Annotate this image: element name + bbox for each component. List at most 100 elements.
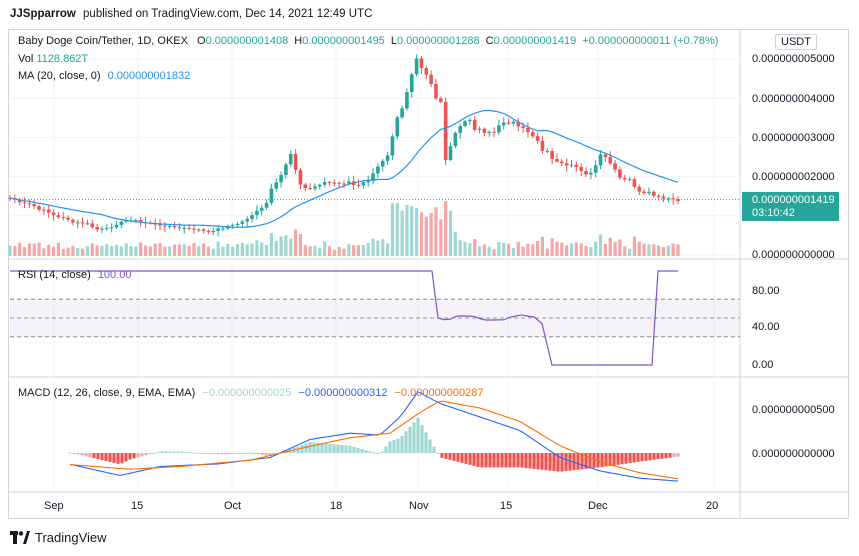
macd-histogram-bar: [264, 453, 268, 456]
macd-histogram-bar: [472, 453, 476, 466]
volume-bar: [666, 245, 670, 256]
candle-body: [303, 184, 308, 189]
volume-bar: [613, 242, 617, 256]
ma-legend[interactable]: MA (20, close, 0) 0.000000001832: [18, 70, 190, 82]
candle-body: [487, 131, 492, 133]
macd-legend[interactable]: MACD (12, 26, close, 9, EMA, EMA) −0.000…: [18, 387, 484, 399]
macd-histogram-bar: [172, 451, 176, 453]
volume-bar: [22, 246, 27, 256]
volume-bar: [240, 242, 244, 256]
volume-label: Vol: [18, 53, 34, 65]
macd-histogram-bar: [116, 453, 120, 464]
macd-histogram-bar: [256, 453, 260, 455]
candle-body: [61, 217, 66, 219]
macd-histogram-bar: [204, 453, 208, 454]
currency-badge[interactable]: USDT: [775, 34, 817, 50]
candle-body: [71, 219, 75, 223]
volume-bar: [419, 212, 424, 256]
rsi-legend[interactable]: RSI (14, close) 100.00: [18, 269, 131, 281]
volume-bar: [381, 239, 385, 256]
macd-histogram-bar: [668, 453, 672, 458]
candle-body: [593, 165, 598, 173]
macd-histogram-bar: [404, 431, 408, 453]
candle-body: [468, 119, 472, 122]
volume-bar: [269, 233, 273, 256]
macd-histogram-bar: [476, 453, 480, 467]
volume-value: 1128.862T: [36, 53, 89, 65]
macd-histogram-bar: [628, 453, 632, 464]
candle-body: [569, 164, 574, 166]
volume-bar: [332, 249, 336, 256]
volume-bar: [376, 240, 380, 256]
ma-label: MA (20, close, 0): [18, 70, 101, 82]
candle-body: [37, 206, 41, 210]
macd-histogram-bar: [616, 453, 620, 465]
volume-bar: [347, 243, 351, 256]
macd-histogram-bar: [324, 443, 328, 453]
tradingview-logo-icon: [10, 531, 30, 544]
volume-bar: [502, 242, 506, 256]
candle-body: [337, 182, 341, 184]
candle-body: [201, 229, 206, 231]
time-tick: 20: [706, 500, 719, 512]
volume-bar: [603, 243, 607, 256]
volume-bar: [390, 203, 395, 256]
volume-bar: [584, 245, 588, 256]
macd-histogram-bar: [432, 446, 436, 453]
symbol-legend[interactable]: Baby Doge Coin/Tether, 1D, OKEX O0.00000…: [18, 35, 718, 47]
volume-bar: [352, 244, 356, 256]
macd-histogram-bar: [368, 451, 372, 453]
macd-histogram-bar: [512, 453, 516, 468]
candle-body: [163, 225, 167, 227]
volume-legend[interactable]: Vol 1128.862T: [18, 53, 88, 65]
candle-body: [172, 225, 177, 228]
volume-bar: [323, 241, 327, 256]
macd-histogram-bar: [196, 452, 200, 454]
candle-body: [443, 101, 448, 160]
time-tick: Sep: [44, 500, 64, 512]
macd-histogram-bar: [428, 439, 432, 453]
volume-bar: [32, 243, 36, 256]
rsi-line: [10, 270, 678, 366]
volume-bar: [657, 245, 661, 256]
candle-body: [95, 227, 99, 230]
macd-histogram-bar: [260, 453, 264, 455]
macd-histogram-bar: [252, 453, 256, 454]
macd-histogram-bar: [356, 448, 360, 453]
candle-body: [671, 198, 675, 200]
volume-bar: [221, 246, 225, 256]
macd-histogram-bar: [176, 451, 180, 453]
volume-bar: [18, 242, 22, 256]
rsi-label: RSI (14, close): [18, 269, 91, 281]
publisher-username[interactable]: JJSpparrow: [10, 8, 76, 20]
footer-brand[interactable]: TradingView: [10, 530, 107, 545]
low-label: L: [390, 35, 397, 47]
volume-bar: [51, 246, 56, 256]
candle-body: [288, 153, 293, 165]
time-tick: 18: [330, 500, 343, 512]
high-label: H: [294, 35, 303, 47]
volume-bar: [623, 246, 627, 256]
macd-histogram-bar: [544, 453, 548, 471]
macd-histogram-bar: [188, 452, 192, 454]
candle-body: [463, 121, 467, 127]
candle-body: [603, 154, 608, 158]
macd-histogram-bar: [464, 453, 468, 464]
macd-histogram-bar: [156, 451, 160, 453]
candle-body: [651, 191, 656, 196]
macd-histogram-bar: [636, 453, 640, 462]
candle-body: [497, 125, 501, 133]
macd-histogram-bar: [640, 453, 644, 462]
macd-histogram-bar: [392, 440, 396, 453]
volume-bar: [444, 201, 448, 256]
macd-histogram-bar: [644, 453, 648, 461]
macd-histogram-bar: [396, 438, 400, 453]
macd-histogram-bar: [612, 453, 616, 466]
macd-histogram-bar: [492, 453, 496, 468]
macd-histogram-bar: [504, 453, 508, 468]
macd-histogram-bar: [180, 451, 184, 453]
volume-bar: [676, 244, 680, 256]
macd-histogram-bar: [144, 453, 148, 456]
candle-body: [632, 179, 637, 187]
